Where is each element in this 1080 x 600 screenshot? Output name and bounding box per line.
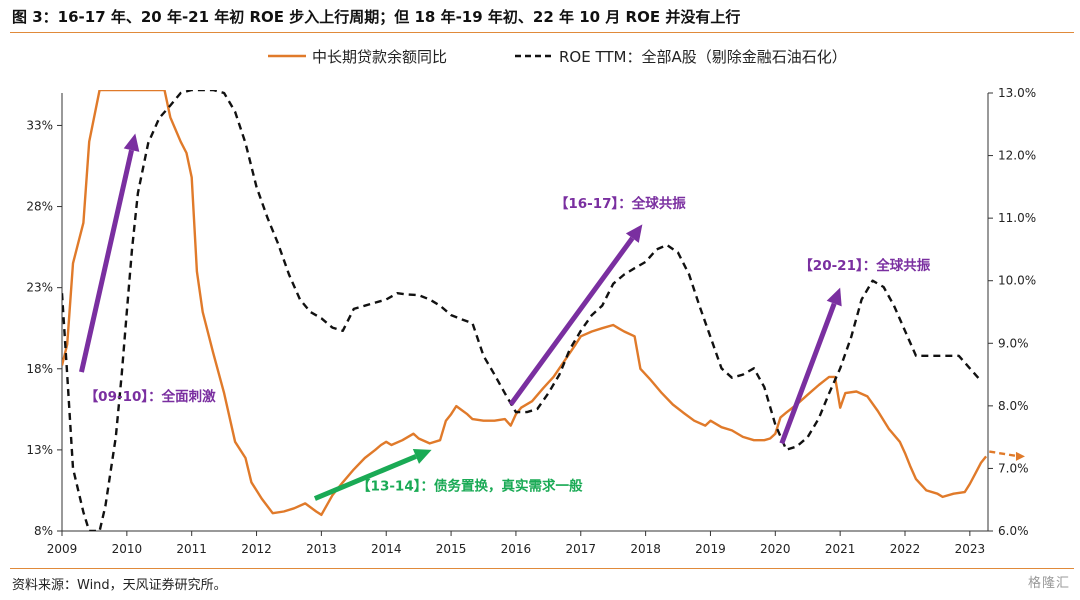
x-tick-label: 2011 — [176, 542, 207, 556]
chart-title: 图 3：16-17 年、20 年-21 年初 ROE 步入上行周期；但 18 年… — [12, 8, 741, 26]
title-divider — [10, 32, 1074, 33]
legend-label-loans: 中长期贷款余额同比 — [312, 48, 447, 66]
annotation-arrowhead-0 — [123, 133, 140, 152]
x-tick-label: 2016 — [501, 542, 532, 556]
x-tick-label: 2009 — [47, 542, 78, 556]
footer-divider — [10, 568, 1074, 569]
annotation-arrowhead-2 — [625, 224, 643, 243]
x-tick-label: 2017 — [565, 542, 596, 556]
annotation-arrow-3 — [779, 302, 837, 445]
annotation-label-0: 【09-10】：全面刺激 — [85, 388, 216, 405]
annotation-label-2: 【16-17】：全球共振 — [555, 195, 686, 212]
y-right-tick-label: 7.0% — [998, 461, 1029, 475]
annotation-layer: 【09-10】：全面刺激【13-14】：债务置换，真实需求一般 【16-17】：全… — [79, 133, 931, 501]
x-tick-label: 2013 — [306, 542, 337, 556]
y-left-tick-label: 8% — [34, 524, 53, 538]
legend-label-roe: ROE TTM：全部A股（剔除金融石油石化） — [559, 48, 847, 66]
y-right-tick-label: 10.0% — [998, 274, 1036, 288]
x-tick-label: 2012 — [241, 542, 272, 556]
x-tick-label: 2014 — [371, 542, 402, 556]
y-right-tick-label: 9.0% — [998, 336, 1029, 350]
y-right-tick-label: 8.0% — [998, 399, 1029, 413]
series-layer — [62, 90, 1025, 531]
y-left-tick-label: 23% — [26, 281, 53, 295]
x-tick-label: 2021 — [825, 542, 856, 556]
series-line-1 — [62, 90, 982, 531]
series-forecast-line — [989, 450, 1020, 458]
y-right-tick-label: 12.0% — [998, 149, 1036, 163]
y-right-tick-label: 13.0% — [998, 86, 1036, 100]
series-forecast-arrowhead — [1015, 451, 1025, 461]
legend: 中长期贷款余额同比 ROE TTM：全部A股（剔除金融石油石化） — [268, 48, 847, 66]
annotation-label-3: 【20-21】：全球共振 — [799, 257, 930, 274]
x-tick-label: 2019 — [695, 542, 726, 556]
x-tick-label: 2020 — [760, 542, 791, 556]
annotation-arrow-2 — [508, 236, 635, 406]
axes: 2009 2010 2011 2012 2013 2014 2015 2016 2017 2018… — [26, 86, 1036, 556]
y-left-tick-label: 13% — [26, 443, 53, 457]
y-left-tick-label: 33% — [26, 118, 53, 132]
annotation-arrow-0 — [79, 149, 134, 373]
annotation-arrow-1 — [313, 454, 417, 501]
y-right-tick-label: 11.0% — [998, 211, 1036, 225]
y-left-tick-label: 28% — [26, 200, 53, 214]
x-tick-label: 2023 — [955, 542, 986, 556]
y-right-tick-label: 6.0% — [998, 524, 1029, 538]
watermark: 格隆汇 — [1027, 576, 1070, 591]
annotation-label-1: 【13-14】：债务置换，真实需求一般 — [357, 477, 583, 494]
annotation-arrowhead-1 — [412, 449, 432, 464]
x-tick-label: 2015 — [436, 542, 467, 556]
series-line-0 — [62, 90, 988, 516]
y-left-tick-label: 18% — [26, 362, 53, 376]
annotation-arrowhead-3 — [826, 287, 842, 307]
x-tick-label: 2022 — [890, 542, 921, 556]
source-note: 资料来源：Wind，天风证券研究所。 — [12, 578, 227, 593]
x-tick-label: 2018 — [630, 542, 661, 556]
x-tick-label: 2010 — [112, 542, 143, 556]
